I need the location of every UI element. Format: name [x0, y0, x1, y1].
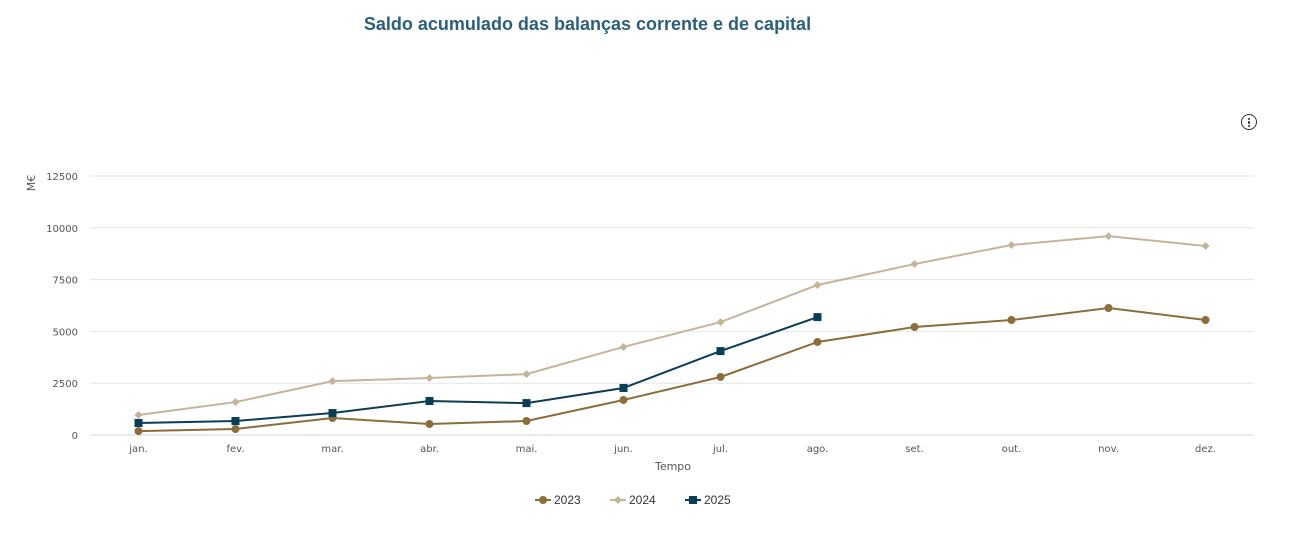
data-point-2024: [716, 318, 725, 327]
y-tick-label: 12500: [46, 172, 78, 183]
y-axis-title: M€: [25, 175, 38, 192]
data-point-2024: [328, 377, 337, 386]
data-point-2023: [813, 337, 822, 346]
legend-marker-2023: [539, 496, 547, 504]
x-tick-label: jan.: [128, 444, 147, 455]
data-point-2025: [716, 347, 725, 356]
data-point-2025: [619, 383, 628, 392]
data-point-2024: [619, 342, 628, 351]
x-tick-label: dez.: [1195, 444, 1216, 455]
data-point-2023: [425, 420, 434, 429]
data-point-2025: [522, 399, 531, 408]
y-tick-label: 7500: [53, 276, 78, 287]
x-tick-label: out.: [1002, 444, 1022, 455]
data-point-2023: [1201, 316, 1210, 325]
data-point-2023: [910, 323, 919, 332]
x-tick-label: mar.: [321, 444, 343, 455]
x-tick-label: jul.: [712, 444, 728, 455]
x-tick-label: mai.: [516, 444, 538, 455]
series-line-2025: [138, 316, 818, 424]
x-tick-label: fev.: [227, 444, 245, 455]
chart-menu-button[interactable]: [1241, 114, 1257, 130]
x-axis-title: Tempo: [654, 460, 691, 473]
data-point-2023: [1104, 303, 1113, 312]
legend-item-2023[interactable]: 2023: [554, 493, 581, 507]
data-point-2023: [619, 395, 628, 404]
data-point-2023: [231, 424, 240, 433]
data-point-2024: [425, 374, 434, 383]
legend-item-2025[interactable]: 2025: [704, 493, 731, 507]
data-point-2025: [425, 397, 434, 406]
legend-marker-2025: [689, 496, 697, 504]
series-line-2024: [138, 235, 1206, 416]
x-tick-label: set.: [905, 444, 923, 455]
legend-marker-2024: [614, 496, 622, 504]
legend-item-2024[interactable]: 2024: [629, 493, 656, 507]
data-point-2023: [134, 427, 143, 436]
data-point-2024: [813, 280, 822, 289]
x-tick-label: jun.: [613, 444, 633, 455]
data-point-2025: [231, 417, 240, 426]
data-point-2024: [134, 411, 143, 420]
data-point-2024: [231, 398, 240, 407]
data-point-2025: [813, 313, 822, 322]
y-tick-label: 5000: [53, 327, 78, 338]
y-tick-label: 10000: [46, 224, 78, 235]
data-point-2023: [522, 417, 531, 426]
data-point-2024: [1104, 232, 1113, 241]
x-tick-label: ago.: [807, 444, 829, 455]
data-point-2025: [328, 409, 337, 418]
series-line-2023: [138, 306, 1206, 433]
x-tick-label: nov.: [1098, 444, 1119, 455]
data-point-2023: [716, 372, 725, 381]
data-point-2024: [910, 260, 919, 269]
chart-title: Saldo acumulado das balanças corrente e …: [363, 14, 812, 34]
y-tick-label: 0: [72, 431, 78, 442]
data-point-2024: [1007, 240, 1016, 249]
data-point-2023: [1007, 316, 1016, 325]
data-point-2024: [1201, 242, 1210, 251]
data-point-2024: [522, 370, 531, 379]
x-tick-label: abr.: [420, 444, 439, 455]
y-tick-label: 2500: [53, 379, 78, 390]
data-point-2025: [134, 418, 143, 427]
